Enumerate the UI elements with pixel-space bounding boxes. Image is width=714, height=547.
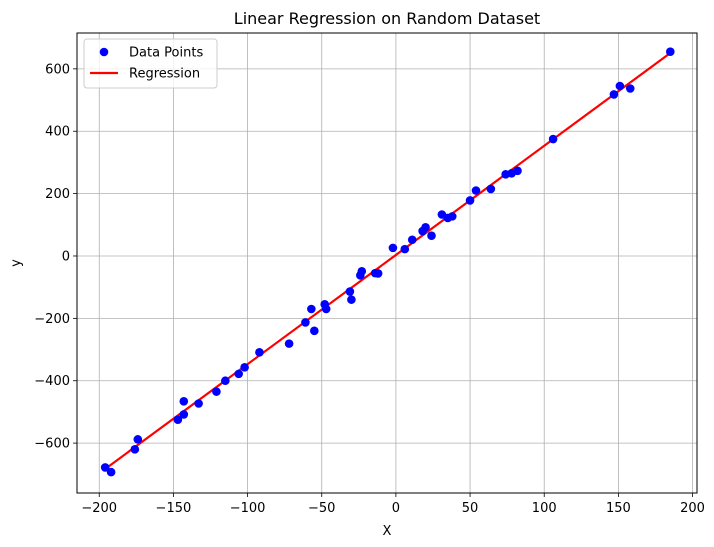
x-tick-label: −150 <box>156 501 192 516</box>
grid <box>77 33 697 493</box>
y-axis-label: y <box>9 259 24 267</box>
regression-layer <box>104 52 671 470</box>
data-point <box>388 243 398 253</box>
data-point <box>471 186 481 195</box>
data-point <box>106 467 116 477</box>
y-tick-label: 200 <box>45 187 70 202</box>
y-tick-label: −200 <box>34 312 70 327</box>
data-point <box>234 369 243 379</box>
data-point <box>548 134 558 144</box>
legend-label: Data Points <box>129 46 203 61</box>
x-tick-label: 0 <box>392 501 400 516</box>
data-point <box>173 415 183 425</box>
data-point <box>307 304 316 314</box>
y-tick-label: 0 <box>62 249 70 264</box>
data-point <box>301 318 310 327</box>
data-point <box>179 410 189 419</box>
data-point <box>486 184 496 194</box>
legend-label: Regression <box>129 67 200 82</box>
data-points-layer <box>100 47 675 477</box>
data-point <box>615 81 625 91</box>
x-axis-label: X <box>383 524 392 539</box>
data-point <box>221 376 230 386</box>
y-tick-label: −400 <box>34 374 70 389</box>
data-point <box>321 304 331 314</box>
y-tick-label: 600 <box>45 62 70 77</box>
legend-box <box>83 38 218 89</box>
data-point <box>194 399 203 408</box>
x-tick-label: 200 <box>680 501 705 516</box>
data-point <box>255 348 264 357</box>
data-point <box>666 47 675 57</box>
data-point <box>133 435 143 444</box>
data-point <box>427 231 436 241</box>
x-tick-label: 150 <box>606 501 631 516</box>
data-point <box>100 463 110 472</box>
data-point <box>373 269 383 278</box>
legend: Data Points Regression <box>83 38 218 89</box>
data-point <box>625 84 635 93</box>
data-point <box>357 266 367 276</box>
data-point <box>284 339 294 348</box>
y-tick-label: 400 <box>45 125 70 140</box>
data-point <box>421 222 430 232</box>
data-point <box>310 326 319 336</box>
legend-marker <box>99 47 109 57</box>
x-tick-label: 50 <box>462 501 479 516</box>
data-point <box>212 387 221 396</box>
x-tick-label: −50 <box>308 501 335 516</box>
regression-line <box>104 52 671 470</box>
data-point <box>513 166 522 176</box>
x-tick-label: −200 <box>81 501 117 516</box>
data-point <box>447 212 457 221</box>
data-point <box>347 295 356 304</box>
data-point <box>130 445 140 454</box>
y-tick-label: −600 <box>34 437 70 452</box>
data-point <box>400 244 410 254</box>
data-point <box>609 90 619 99</box>
x-tick-label: 100 <box>532 501 557 516</box>
x-tick-label: −100 <box>230 501 266 516</box>
data-point <box>240 363 249 372</box>
data-point <box>345 287 355 296</box>
data-point <box>407 235 417 245</box>
data-point <box>179 397 189 406</box>
ticks-layer: −200 −150 −100 −50 0 50 100 150 200 −600 −400 −200 0… <box>34 62 705 516</box>
plot-frame <box>76 32 698 494</box>
chart-title: Linear Regression on Random Dataset <box>234 9 540 28</box>
data-point <box>465 196 475 205</box>
